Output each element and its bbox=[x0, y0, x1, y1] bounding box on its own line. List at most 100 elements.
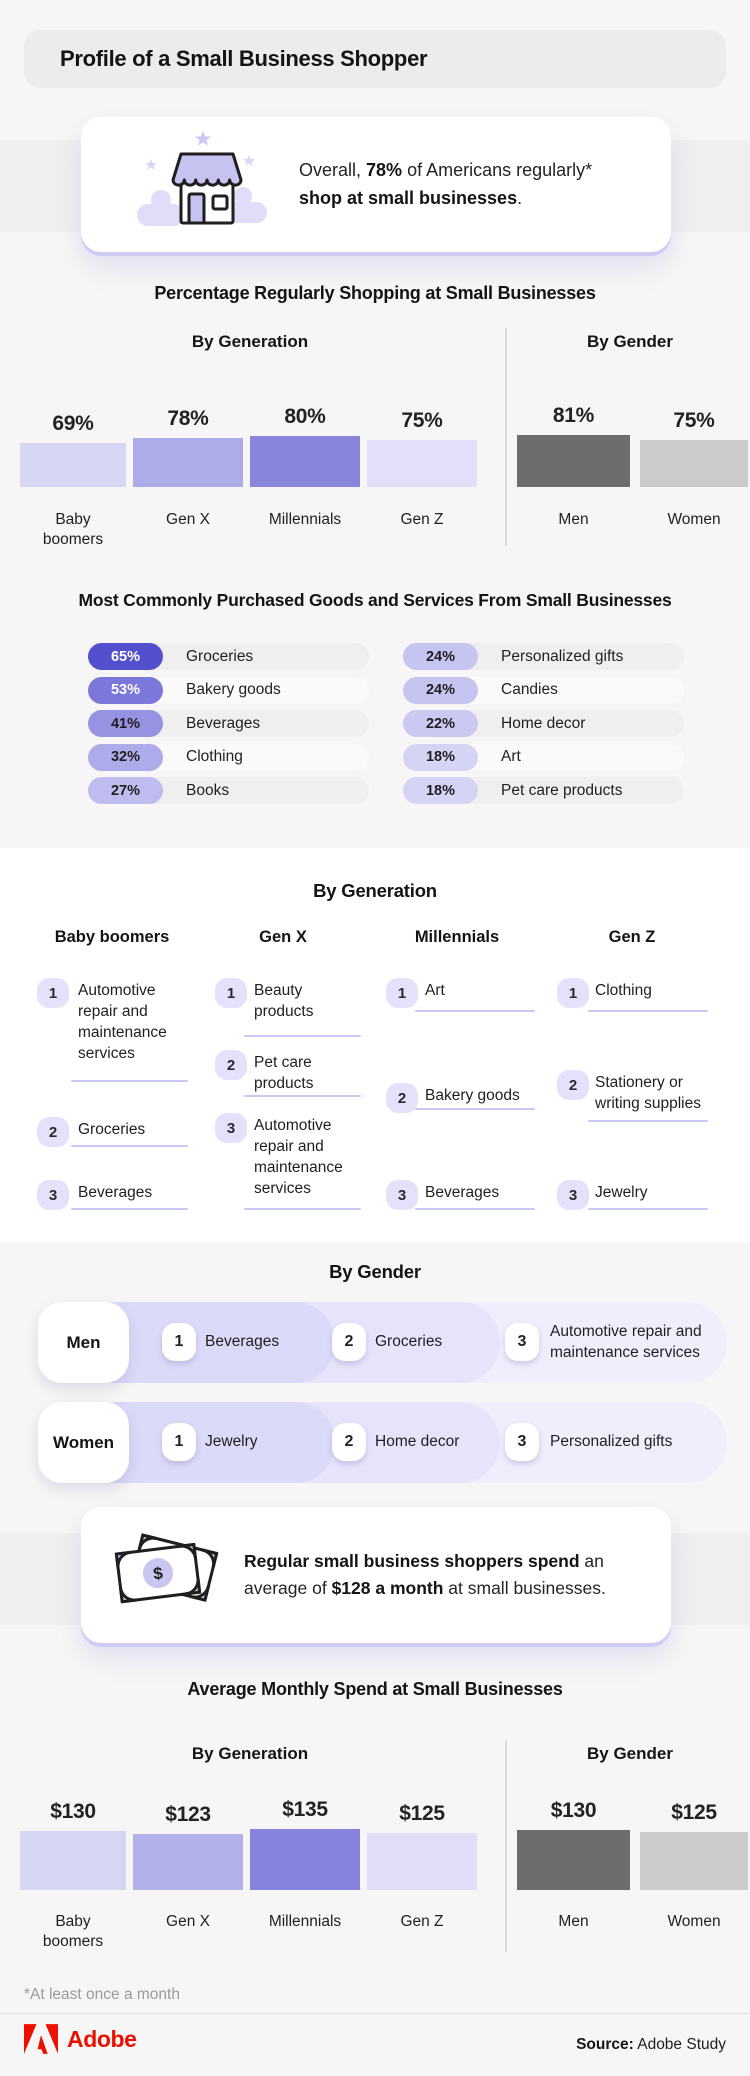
rank-badge: 2 bbox=[332, 1323, 366, 1361]
percent-pill: 24% bbox=[403, 643, 478, 670]
rank-item-label: Stationery or writing supplies bbox=[595, 1074, 701, 1112]
rank-underline bbox=[588, 1208, 708, 1210]
rank-item-label: Beauty products bbox=[254, 982, 314, 1020]
bar-value: 75% bbox=[401, 409, 443, 432]
bar-value: 81% bbox=[552, 404, 595, 427]
spend-text: Regular small business shoppers spend an… bbox=[244, 1507, 664, 1643]
purchased-label: Pet care products bbox=[501, 781, 623, 799]
bar bbox=[20, 443, 126, 487]
adobe-logo: Adobe bbox=[24, 2024, 137, 2054]
column-header-gen-z: Gen Z bbox=[608, 928, 656, 946]
spend-text-part: at small businesses. bbox=[443, 1578, 606, 1598]
header-bar: Profile of a Small Business Shopper bbox=[24, 30, 726, 88]
rank-badge: 2 bbox=[37, 1117, 69, 1147]
hero-text-part: of Americans regularly* bbox=[402, 159, 593, 180]
bar-value: $125 bbox=[671, 1801, 717, 1824]
percent-pill: 53% bbox=[88, 676, 163, 704]
purchased-item: 53% Bakery goods bbox=[88, 676, 369, 704]
bar-value: 78% bbox=[167, 407, 209, 430]
hero-text-part: . bbox=[517, 187, 523, 208]
bar-group-baby-boomers: 69% bbox=[20, 412, 126, 487]
footer-divider bbox=[0, 2013, 750, 2014]
gender-item-label: Beverages bbox=[205, 1333, 280, 1351]
bar-value: $130 bbox=[550, 1799, 597, 1822]
svg-text:$: $ bbox=[152, 1564, 164, 1584]
rank-badge: 1 bbox=[386, 978, 418, 1008]
rank-badge: 3 bbox=[505, 1323, 539, 1361]
rank-badge: 2 bbox=[215, 1050, 247, 1080]
bar-label: Women bbox=[667, 511, 721, 528]
chart1-title: Percentage Regularly Shopping at Small B… bbox=[154, 283, 596, 303]
purchased-label: Beverages bbox=[186, 714, 261, 732]
rank-item-label: Pet care products bbox=[254, 1054, 314, 1092]
bar bbox=[133, 438, 243, 487]
bar bbox=[517, 435, 630, 487]
by-generation-section: By Generation Baby boomers Gen X Millenn… bbox=[0, 848, 750, 1243]
chart-divider bbox=[505, 1740, 507, 1952]
rank-item-label: Art bbox=[425, 982, 445, 999]
rank-badge: 1 bbox=[37, 978, 69, 1008]
chart1-group-gender: By Gender bbox=[587, 332, 673, 351]
bar-group-gen-x: 78% bbox=[133, 407, 243, 487]
bar-label: Gen X bbox=[166, 1913, 210, 1930]
bar-label: Men bbox=[558, 511, 589, 528]
gender-item-label: Groceries bbox=[375, 1333, 443, 1351]
bar-label: Gen Z bbox=[400, 1913, 444, 1930]
chart2-group-gender: By Gender bbox=[587, 1744, 673, 1763]
bar-group-gen-z: 75% bbox=[367, 409, 477, 487]
rank-item-label: Automotive repair and maintenance servic… bbox=[254, 1117, 343, 1197]
rank-badge: 3 bbox=[505, 1423, 539, 1461]
source-label: Source: bbox=[576, 2036, 634, 2053]
bar-group-baby-boomers: $130 bbox=[20, 1800, 126, 1890]
column-header-millennials: Millennials bbox=[414, 928, 500, 946]
adobe-wordmark: Adobe bbox=[67, 2025, 137, 2052]
rank-badge: 2 bbox=[386, 1083, 418, 1113]
rank-item-label: Automotive repair and maintenance servic… bbox=[78, 982, 167, 1062]
rank-underline bbox=[415, 1108, 535, 1110]
rank-badge: 3 bbox=[386, 1180, 418, 1210]
rank-badge: 3 bbox=[557, 1180, 589, 1210]
chart1-group-generation: By Generation bbox=[191, 332, 309, 351]
rank-badge: 1 bbox=[162, 1323, 196, 1361]
bar-label: Baby boomers bbox=[42, 1913, 104, 1951]
rank-underline bbox=[71, 1208, 188, 1210]
chart-divider bbox=[505, 328, 507, 546]
hero-text: Overall, 78% of Americans regularly* sho… bbox=[299, 117, 679, 252]
spend-card: $ Regular small business shoppers spend … bbox=[81, 1507, 671, 1643]
chart2-group-generation: By Generation bbox=[191, 1744, 309, 1763]
bar-group-women: 75% bbox=[640, 409, 748, 487]
rank-underline bbox=[244, 1035, 361, 1037]
bar bbox=[517, 1830, 630, 1890]
rank-item-label: Groceries bbox=[78, 1121, 146, 1138]
rank-badge: 3 bbox=[37, 1180, 69, 1210]
hero-text-part: Overall, bbox=[299, 159, 367, 180]
percent-pill: 27% bbox=[88, 777, 163, 804]
rank-badge: 1 bbox=[162, 1423, 196, 1461]
bar-value: $123 bbox=[165, 1803, 211, 1826]
page-title: Profile of a Small Business Shopper bbox=[60, 46, 428, 71]
bar-value: 75% bbox=[673, 409, 715, 432]
gender-label-men: Men bbox=[38, 1302, 129, 1383]
purchased-item: 32% Clothing bbox=[88, 743, 369, 771]
source-value: Adobe Study bbox=[633, 2036, 726, 2053]
purchased-item: 22% Home decor bbox=[403, 710, 684, 737]
bar-group-millennials: $135 bbox=[250, 1798, 360, 1890]
purchased-list-right: 24% Personalized gifts 24% Candies 22% H… bbox=[403, 643, 684, 811]
spend-text-bold: Regular small business shoppers spend bbox=[244, 1550, 580, 1571]
bar bbox=[640, 1832, 748, 1890]
storefront-icon bbox=[137, 130, 267, 226]
purchased-item: 27% Books bbox=[88, 777, 369, 804]
purchased-label: Home decor bbox=[501, 714, 586, 732]
purchased-label: Groceries bbox=[186, 647, 254, 665]
purchased-item: 24% Personalized gifts bbox=[403, 643, 684, 670]
purchased-label: Candies bbox=[501, 681, 558, 698]
money-icon: $ bbox=[114, 1533, 219, 1604]
bar-label: Baby boomers bbox=[42, 511, 104, 549]
bar-value: $130 bbox=[50, 1800, 96, 1823]
bar-value: $135 bbox=[282, 1798, 328, 1821]
bar-group-women: $125 bbox=[640, 1801, 748, 1890]
bar bbox=[250, 436, 360, 487]
percent-pill: 41% bbox=[88, 710, 163, 737]
gender-item-label: Automotive repair and maintenance servic… bbox=[550, 1323, 702, 1361]
